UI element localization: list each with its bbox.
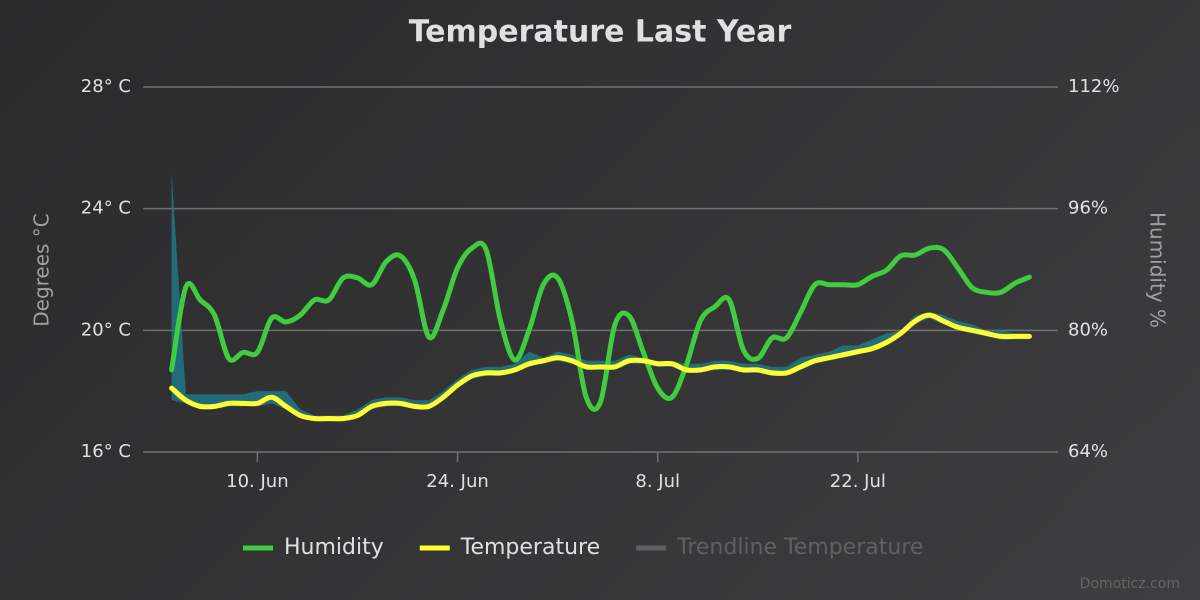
- series-line: [169, 312, 1032, 422]
- credit: Domoticz.com: [1080, 576, 1180, 592]
- y2-tick-label: 96%: [1068, 198, 1108, 219]
- temperature-range-area: [171, 172, 1030, 422]
- x-tick-label: 10. Jun: [226, 471, 288, 492]
- y2-tick-label: 80%: [1068, 319, 1108, 340]
- chart-title: Temperature Last Year: [409, 15, 792, 50]
- y2-tick-label: 112%: [1068, 76, 1119, 97]
- y-tick-label: 28° C: [81, 76, 131, 97]
- legend-label: Trendline Temperature: [676, 535, 923, 560]
- y2-tick-label: 64%: [1068, 441, 1108, 462]
- x-tick-label: 24. Jun: [426, 471, 488, 492]
- legend-label: Temperature: [460, 535, 600, 560]
- legend-label: Humidity: [284, 535, 384, 560]
- y2-axis-title: Humidity %: [1146, 212, 1170, 328]
- y-tick-label: 20° C: [81, 319, 131, 340]
- x-tick-label: 22. Jul: [830, 471, 886, 492]
- series-line: [169, 240, 1032, 412]
- x-tick-label: 8. Jul: [635, 471, 680, 492]
- y-tick-label: 24° C: [81, 198, 131, 219]
- y-axis-title: Degrees °C: [30, 213, 54, 327]
- y-tick-label: 16° C: [81, 441, 131, 462]
